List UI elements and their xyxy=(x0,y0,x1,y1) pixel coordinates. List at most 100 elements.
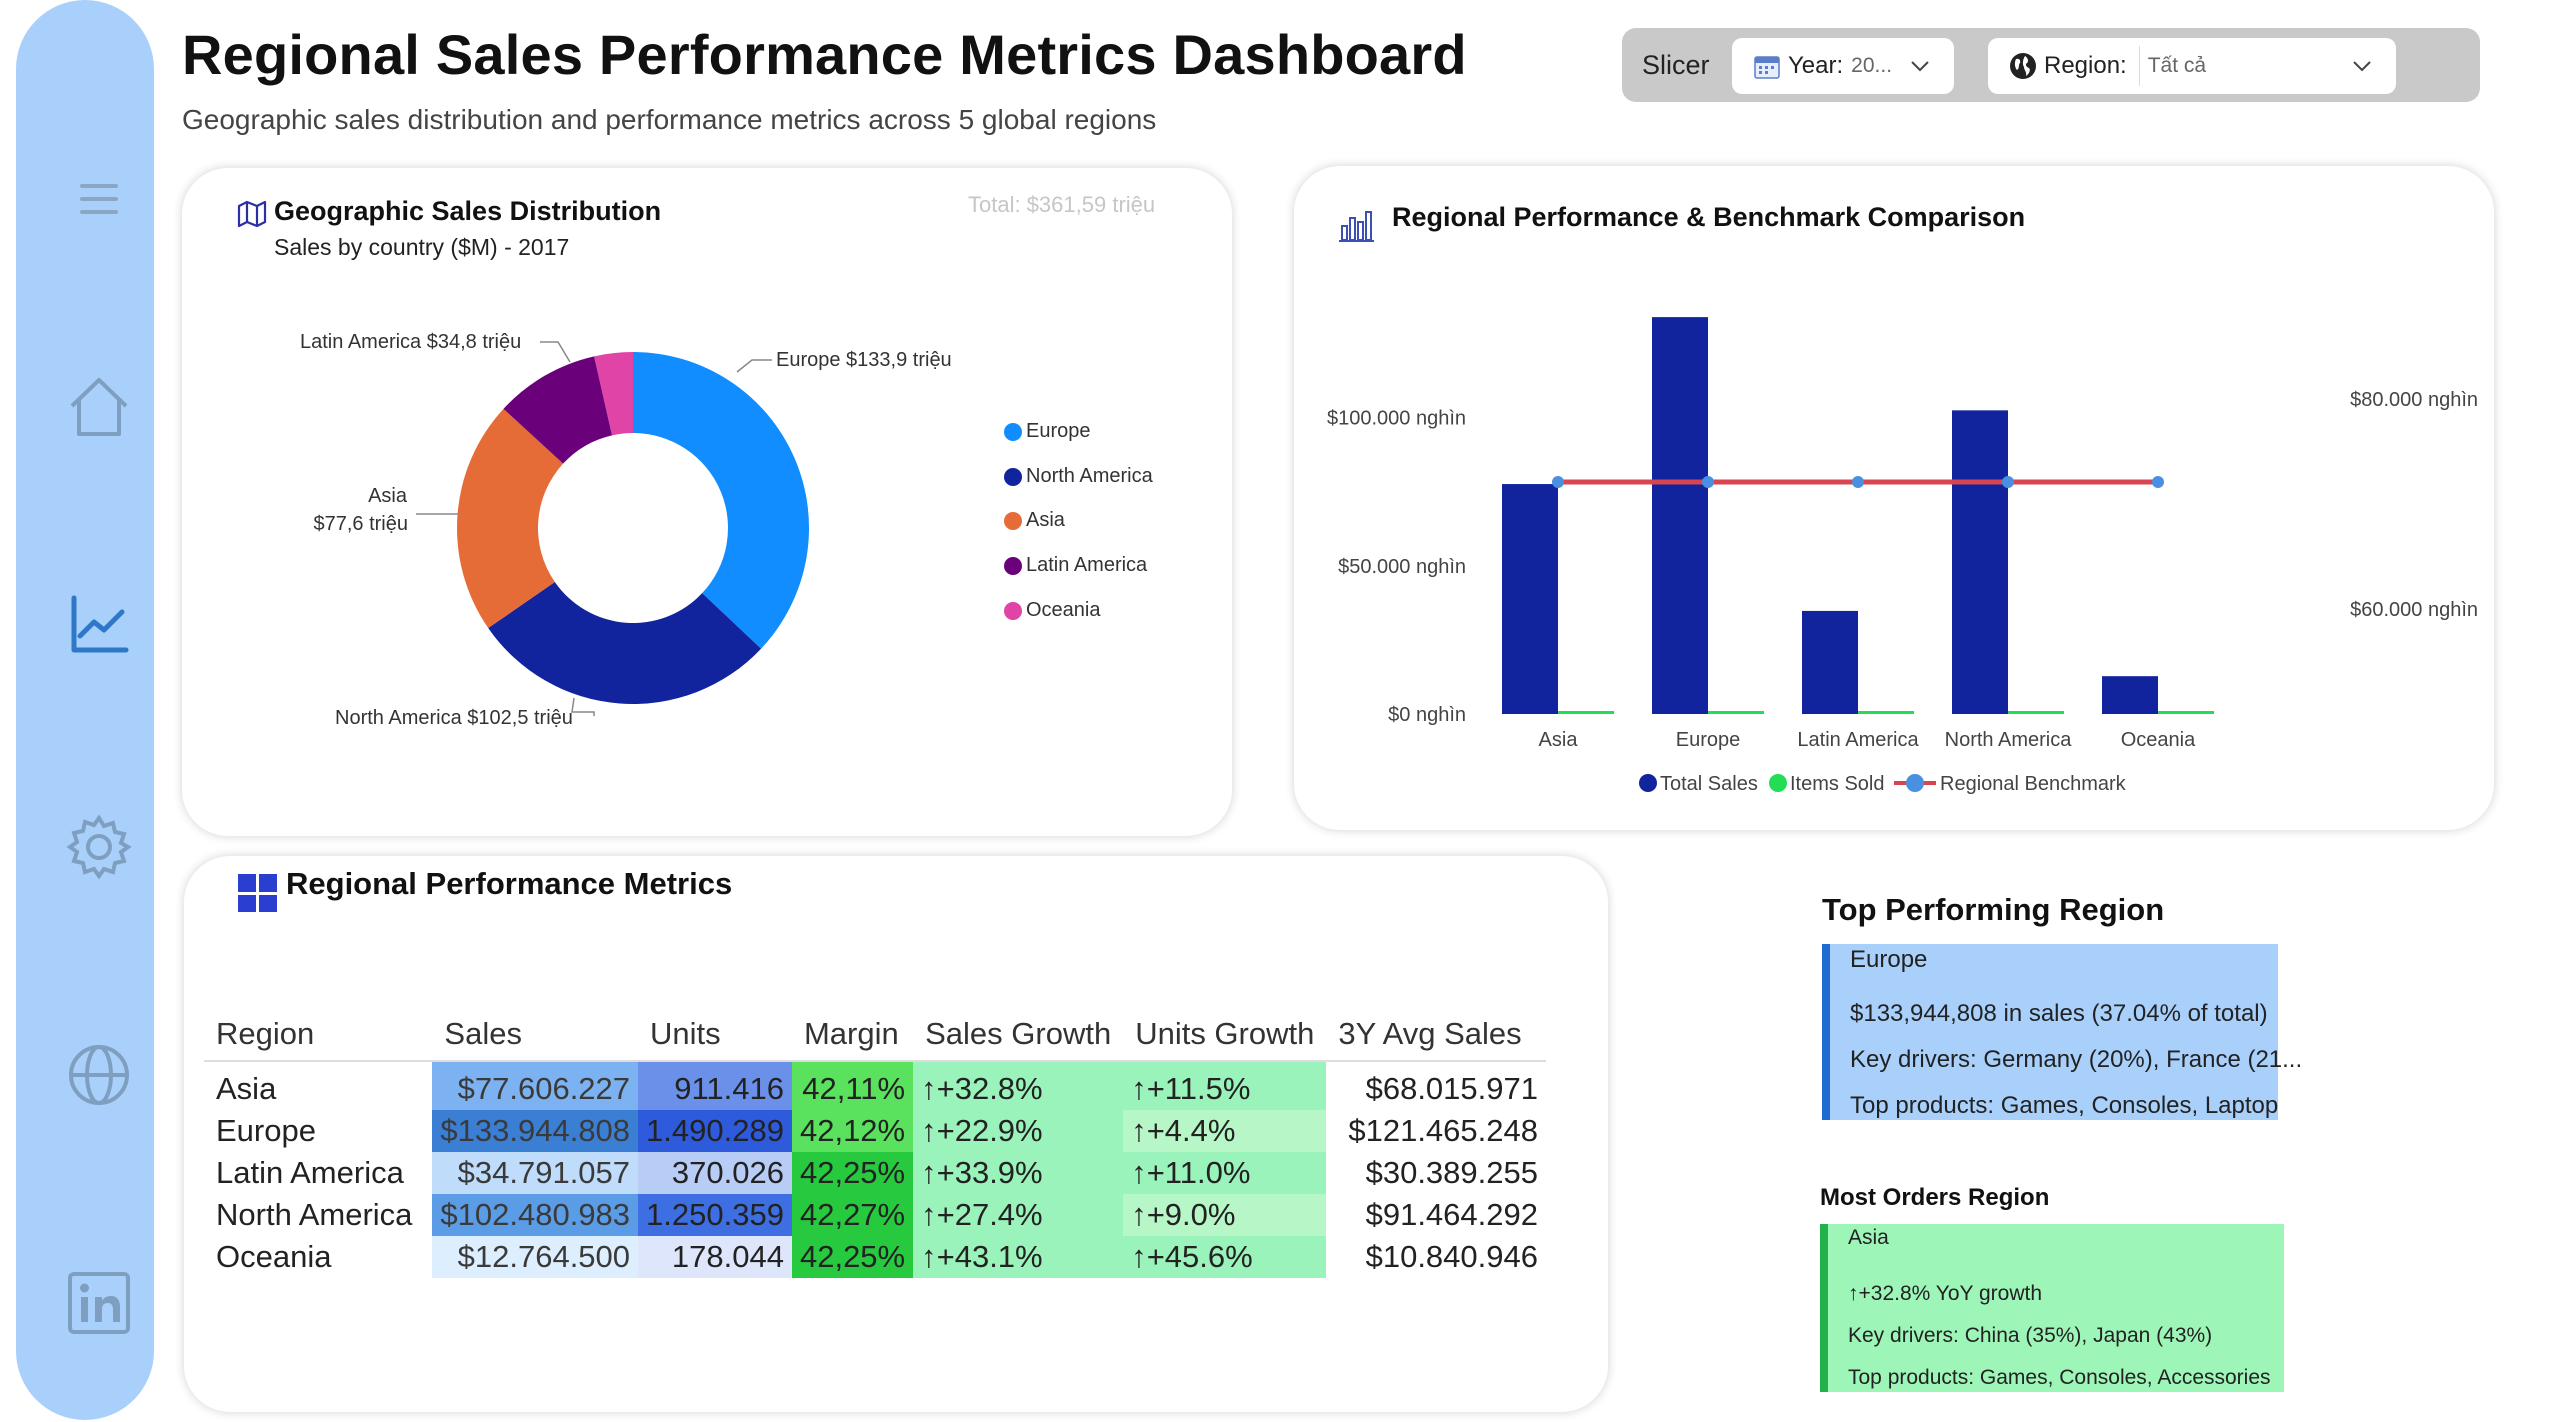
bar-items-sold[interactable] xyxy=(1858,711,1914,714)
cell-sales-growth: ↑+32.8% xyxy=(913,1061,1124,1110)
slice-label-asia-value: $77,6 triệu xyxy=(313,513,408,535)
legend-label-total-sales: Total Sales xyxy=(1660,773,1758,795)
legend-item-north-america[interactable]: North America xyxy=(1004,465,1153,488)
donut-slice-latin-america[interactable] xyxy=(503,356,613,464)
donut-slice-asia[interactable] xyxy=(457,408,564,629)
bar-total-sales[interactable] xyxy=(1802,610,1858,714)
cell-units: 1.250.359 xyxy=(638,1194,792,1236)
cell-units-growth: ↑+11.0% xyxy=(1123,1152,1327,1194)
column-header-region[interactable]: Region xyxy=(204,996,433,1062)
linkedin-icon[interactable] xyxy=(60,1264,138,1342)
slicer-label: Slicer xyxy=(1642,50,1710,80)
bar-items-sold[interactable] xyxy=(1558,711,1614,714)
column-header-sales-growth[interactable]: Sales Growth xyxy=(913,996,1124,1062)
legend-label: North America xyxy=(1026,465,1153,487)
y-axis-label: $0 nghìn xyxy=(1388,704,1466,726)
most-orders-growth: ↑+32.8% YoY growth xyxy=(1848,1282,2043,1305)
cell-margin: 42,25% xyxy=(791,1236,914,1278)
benchmark-point[interactable] xyxy=(1852,476,1864,488)
donut-chart: Europe $133,9 triệu North America $102,5 … xyxy=(300,331,952,729)
divider xyxy=(2138,46,2140,86)
bar-chart: $100.000 nghìn $50.000 nghìn $0 nghìn $80.0… xyxy=(1327,317,2478,795)
region-label: Region: xyxy=(2044,52,2127,79)
bar-total-sales[interactable] xyxy=(1952,410,2008,714)
cell-margin: 42,12% xyxy=(791,1110,914,1152)
year-label: Year: xyxy=(1788,52,1844,79)
column-header-units-growth[interactable]: Units Growth xyxy=(1123,996,1327,1062)
geo-card-title: Geographic Sales Distribution xyxy=(274,196,662,226)
legend-item-europe[interactable]: Europe xyxy=(1004,420,1091,443)
menu-icon[interactable] xyxy=(60,160,138,238)
globe-icon[interactable] xyxy=(60,1036,138,1114)
top-region-drivers: Key drivers: Germany (20%), France (21..… xyxy=(1850,1046,2303,1073)
bar-items-sold[interactable] xyxy=(2008,711,2064,714)
region-value: Tất cả xyxy=(2147,54,2207,77)
column-header-margin[interactable]: Margin xyxy=(791,996,914,1062)
year-value: 20... xyxy=(1851,54,1893,77)
legend-item-latin-america[interactable]: Latin America xyxy=(1004,554,1147,577)
column-header-units[interactable]: Units xyxy=(638,996,792,1062)
donut-slice-oceania[interactable] xyxy=(594,352,633,436)
y-axis-label: $50.000 nghìn xyxy=(1338,556,1466,578)
cell-units-growth: ↑+9.0% xyxy=(1123,1194,1327,1236)
table-header-row: Region Sales Units Margin Sales Growth U… xyxy=(204,996,1546,1062)
cell-sales: $133.944.808 xyxy=(432,1110,639,1152)
slice-label-europe: Europe $133,9 triệu xyxy=(776,349,952,371)
top-region-title: Top Performing Region xyxy=(1822,892,2165,927)
calendar-icon xyxy=(1752,51,1782,81)
table-row[interactable]: North America $102.480.983 1.250.359 42,27%… xyxy=(204,1194,1546,1236)
most-orders-products: Top products: Games, Consoles, Accessori… xyxy=(1848,1366,2271,1389)
bar-total-sales[interactable] xyxy=(1502,484,1558,714)
cell-units-growth: ↑+4.4% xyxy=(1123,1110,1327,1152)
bar-total-sales[interactable] xyxy=(2102,676,2158,714)
chart-line-icon[interactable] xyxy=(60,586,138,664)
cell-3y-avg-sales: $10.840.946 xyxy=(1365,1239,1538,1274)
cell-margin: 42,11% xyxy=(791,1061,914,1110)
legend-dot xyxy=(1906,774,1924,792)
column-header-sales[interactable]: Sales xyxy=(432,996,639,1062)
bar-items-sold[interactable] xyxy=(1708,711,1764,714)
cell-sales-growth: ↑+33.9% xyxy=(913,1152,1124,1194)
benchmark-point[interactable] xyxy=(2152,476,2164,488)
bar-total-sales[interactable] xyxy=(1652,317,1708,714)
cell-units: 1.490.289 xyxy=(638,1110,792,1152)
table-row[interactable]: Oceania $12.764.500 178.044 42,25% ↑+43.1% ↑+… xyxy=(204,1236,1546,1278)
most-orders-title: Most Orders Region xyxy=(1820,1184,2050,1211)
year-dropdown[interactable]: Year: 20... xyxy=(1732,38,1954,94)
cell-units: 911.416 xyxy=(638,1061,792,1110)
donut-slice-europe[interactable] xyxy=(633,352,810,649)
legend-item-asia[interactable]: Asia xyxy=(1004,509,1065,532)
gear-icon[interactable] xyxy=(60,808,138,886)
column-header-3y-avg-sales[interactable]: 3Y Avg Sales xyxy=(1326,996,1546,1062)
benchmark-point[interactable] xyxy=(1552,476,1564,488)
legend-label-benchmark: Regional Benchmark xyxy=(1940,773,2127,795)
cell-sales-growth: ↑+22.9% xyxy=(913,1110,1124,1152)
table-row[interactable]: Latin America $34.791.057 370.026 42,25% ↑+3… xyxy=(204,1152,1546,1194)
legend-item-oceania[interactable]: Oceania xyxy=(1004,599,1101,622)
cell-units: 370.026 xyxy=(638,1152,792,1194)
benchmark-point[interactable] xyxy=(2002,476,2014,488)
legend-dot xyxy=(1004,556,1022,575)
bar-items-sold[interactable] xyxy=(2158,711,2214,714)
cell-margin: 42,25% xyxy=(791,1152,914,1194)
region-dropdown[interactable]: Region: Tất cả xyxy=(1988,38,2396,94)
home-icon[interactable] xyxy=(60,368,138,446)
donut-slice-north-america[interactable] xyxy=(488,582,762,704)
legend-label: Europe xyxy=(1026,420,1091,442)
cell-units: 178.044 xyxy=(638,1236,792,1278)
table-row[interactable]: Asia $77.606.227 911.416 42,11% ↑+32.8% ↑+11.… xyxy=(204,1061,1546,1110)
geo-sales-card: Europe $133,9 triệu North America $102,5 … xyxy=(182,168,1232,836)
table-row[interactable]: Europe $133.944.808 1.490.289 42,12% ↑+22.9%… xyxy=(204,1110,1546,1152)
page-title: Regional Sales Performance Metrics Dashb… xyxy=(182,23,1467,86)
legend-dot xyxy=(1004,467,1022,486)
legend-dot xyxy=(1004,601,1022,620)
benchmark-point[interactable] xyxy=(1702,476,1714,488)
most-orders-box: Asia ↑+32.8% YoY growth Key drivers: Chi… xyxy=(1820,1224,2284,1392)
cell-3y-avg-sales: $91.464.292 xyxy=(1365,1197,1538,1232)
y2-axis-label: $80.000 nghìn xyxy=(2350,389,2478,411)
cell-3y-avg-sales: $121.465.248 xyxy=(1348,1113,1538,1148)
legend-label: Oceania xyxy=(1026,599,1101,621)
geo-card-subtitle: Sales by country ($M) - 2017 xyxy=(274,234,570,260)
page-subtitle: Geographic sales distribution and perfor… xyxy=(182,104,1157,135)
legend-dot xyxy=(1639,774,1657,792)
